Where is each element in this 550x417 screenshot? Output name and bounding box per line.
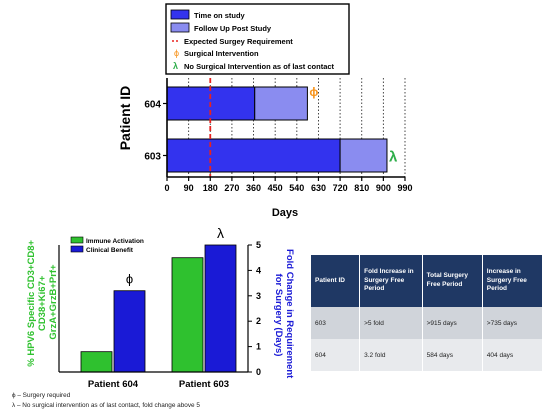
table-header: Total Surgery Free Period: [422, 255, 483, 307]
timeline-axes: 0 90 180 270 360 450 540 630 720 810 900 990 604 603: [144, 78, 413, 193]
immune-clinical-chart: % HPV6 Specific CD3+CD8+ CD38+Ki67+ GrzA…: [26, 225, 295, 390]
legend-lambda-icon: λ: [173, 61, 178, 71]
right-y-tick-label: 4: [256, 265, 261, 275]
x-tick-label: 540: [289, 183, 304, 193]
category-tick-label: Patient 604: [88, 379, 139, 390]
x-tick-label: 180: [203, 183, 218, 193]
legend-phi-icon: ϕ: [174, 48, 179, 58]
table-cell: 3.2 fold: [359, 339, 423, 371]
table-cell: >5 fold: [359, 307, 423, 339]
surgery-free-summary-table: Patient ID Fold Increase in Surgery Free…: [311, 255, 544, 371]
right-y-tick-label: 5: [256, 240, 261, 250]
table-header-row: Patient ID Fold Increase in Surgery Free…: [311, 255, 544, 307]
x-tick-label: 360: [246, 183, 261, 193]
immune-clinical-legend: Immune Activation Clinical Benefit: [70, 236, 144, 254]
no-surgery-marker: λ: [217, 225, 224, 241]
legend-label-immune: Immune Activation: [86, 238, 144, 245]
table-cell: >915 days: [422, 307, 483, 339]
legend-swatch-time-on-study: [170, 9, 190, 20]
legend-label-no-surgical: No Surgical Intervention as of last cont…: [184, 62, 335, 71]
right-y-tick-label: 2: [256, 316, 261, 326]
surgery-required-marker: ϕ: [126, 272, 133, 287]
follow-up-bar: [254, 86, 308, 121]
legend-label-surgical-intervention: Surgical Intervention: [184, 49, 259, 58]
patient-id-tick-label: 604: [144, 100, 161, 111]
legend-swatch-clinical: [70, 245, 84, 253]
x-tick-label: 0: [164, 183, 169, 193]
legend-label-clinical: Clinical Benefit: [86, 247, 134, 254]
follow-up-bar: [339, 138, 388, 173]
footnote-lambda: λ – No surgical intervention as of last …: [12, 402, 200, 409]
table-cell: >735 days: [482, 307, 544, 339]
legend-label-follow-up: Follow Up Post Study: [194, 24, 272, 33]
immune-activation-bar: [171, 257, 204, 373]
timeline-markers: ϕλ: [309, 85, 398, 166]
x-tick-label: 90: [184, 183, 194, 193]
x-tick-label: 810: [354, 183, 369, 193]
table-cell: 584 days: [422, 339, 483, 371]
immune-clinical-markers: ϕλ: [126, 225, 224, 287]
table-header: Patient ID: [311, 255, 361, 307]
legend-label-expected-surgery: Expected Surgey Requirement: [184, 37, 293, 46]
no-surgery-marker: λ: [389, 149, 398, 166]
immune-activation-bar: [80, 351, 113, 373]
clinical-benefit-bar: [113, 290, 146, 373]
timeline-bars: [166, 86, 388, 173]
footnote-phi: ϕ – Surgery required: [12, 392, 71, 399]
immune-clinical-axes: Patient 604 Patient 603 0 1 2 3 4 5: [58, 240, 261, 390]
timeline-y-axis-label: Patient ID: [117, 86, 133, 151]
table-cell: 603: [311, 307, 361, 339]
left-y-axis-label: % HPV6 Specific CD3+CD8+ CD38+Ki67+ GrzA…: [26, 237, 59, 366]
x-tick-label: 630: [311, 183, 326, 193]
x-tick-label: 990: [397, 183, 412, 193]
right-y-tick-label: 0: [256, 367, 261, 377]
right-y-tick-label: 1: [256, 342, 261, 352]
table-cell: 604: [311, 339, 361, 371]
table-cell: 404 days: [482, 339, 544, 371]
legend-label-time-on-study: Time on study: [194, 11, 246, 20]
right-y-axis-label: Fold Change in Requirement for Surgery (…: [273, 249, 295, 381]
timeline-x-axis-label: Days: [272, 207, 298, 219]
surgical-intervention-marker: ϕ: [309, 85, 318, 99]
patient-id-tick-label: 603: [144, 152, 161, 163]
right-y-tick-label: 3: [256, 291, 261, 301]
legend-swatch-immune: [70, 236, 84, 244]
table-row: 604 3.2 fold 584 days 404 days: [311, 339, 544, 371]
x-tick-label: 900: [376, 183, 391, 193]
table-header: Increase in Surgery Free Period: [482, 255, 544, 307]
table-row: 603 >5 fold >915 days >735 days: [311, 307, 544, 339]
legend-swatch-follow-up: [170, 22, 190, 33]
immune-clinical-bars: [80, 244, 237, 373]
clinical-benefit-bar: [204, 244, 237, 373]
patient-timeline-chart: 0 90 180 270 360 450 540 630 720 810 900 990604603 …: [117, 3, 413, 219]
x-tick-label: 450: [268, 183, 283, 193]
category-tick-label: Patient 603: [179, 379, 229, 390]
x-tick-label: 720: [333, 183, 348, 193]
x-tick-label: 270: [224, 183, 239, 193]
timeline-legend: Time on study Follow Up Post Study Expec…: [165, 3, 350, 75]
table-header: Fold Increase in Surgery Free Period: [359, 255, 423, 307]
time-on-study-bar: [166, 138, 341, 173]
